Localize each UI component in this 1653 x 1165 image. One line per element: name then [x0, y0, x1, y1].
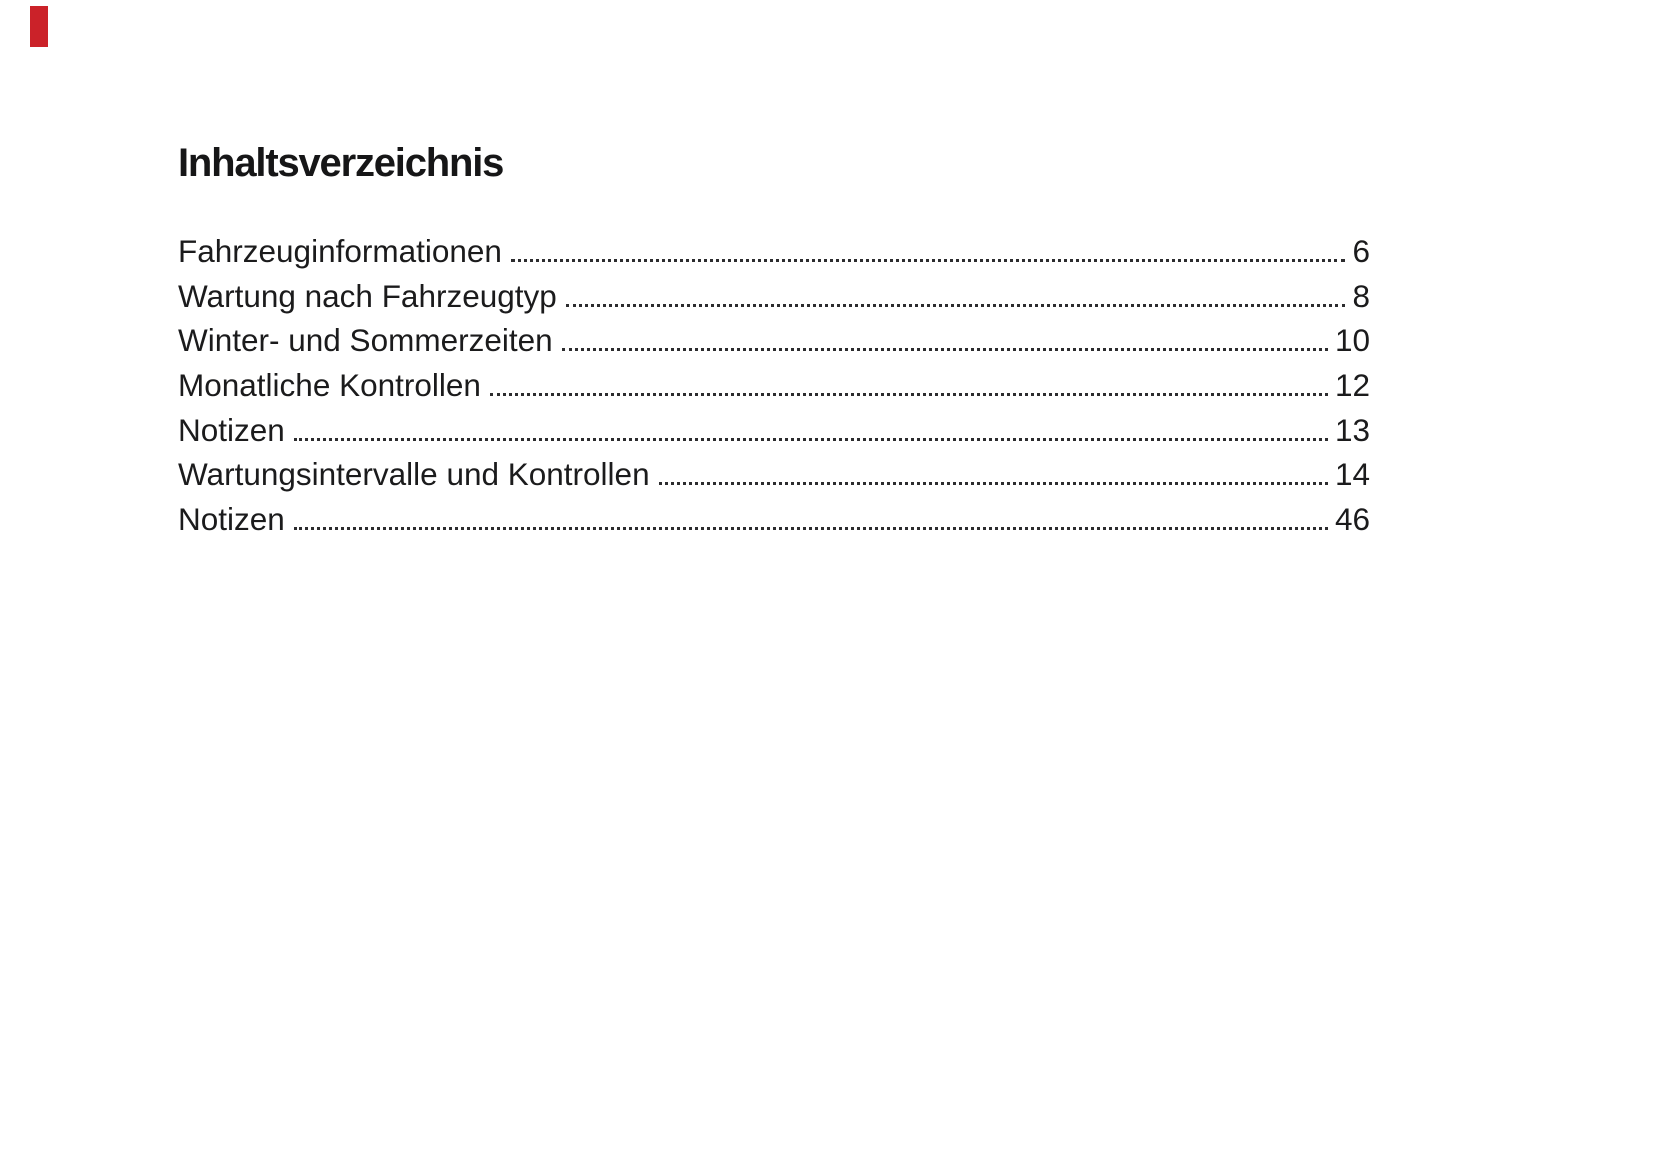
toc-entry-label: Winter- und Sommerzeiten	[178, 322, 553, 359]
toc-entry: Winter- und Sommerzeiten 10	[178, 318, 1370, 363]
toc-entry: Wartungsintervalle und Kontrollen 14	[178, 452, 1370, 497]
toc-entry: Monatliche Kontrollen 12	[178, 363, 1370, 408]
toc-entry-label: Wartungsintervalle und Kontrollen	[178, 456, 650, 493]
toc-entry-label: Fahrzeuginformationen	[178, 233, 502, 269]
toc-entry: Fahrzeuginformationen 6	[178, 229, 1370, 274]
toc-dot-leader	[293, 497, 1328, 531]
toc-entry-page-number: 8	[1352, 277, 1370, 314]
toc-dot-leader	[510, 229, 1346, 262]
red-corner-tab	[30, 6, 48, 47]
toc-entry-page-number: 14	[1334, 456, 1370, 493]
page-title: Inhaltsverzeichnis	[178, 141, 504, 185]
toc-entry-page-number: 6	[1352, 233, 1370, 269]
toc-dot-leader	[489, 363, 1328, 397]
toc-dot-leader	[565, 274, 1346, 307]
toc-entry-label: Wartung nach Fahrzeugtyp	[178, 277, 557, 314]
toc-entry-page-number: 10	[1334, 322, 1370, 359]
toc-entry-page-number: 13	[1334, 411, 1370, 448]
toc-dot-leader	[658, 452, 1328, 486]
toc-dot-leader	[293, 408, 1328, 441]
toc-entry: Notizen 46	[178, 497, 1370, 542]
toc-entry-label: Notizen	[178, 501, 285, 538]
toc-entry-label: Notizen	[178, 411, 285, 448]
toc-entry-page-number: 12	[1334, 367, 1370, 404]
toc-entry: Notizen 13	[178, 408, 1370, 453]
toc-entry-label: Monatliche Kontrollen	[178, 367, 481, 404]
toc-entry: Wartung nach Fahrzeugtyp 8	[178, 274, 1370, 319]
toc-entry-page-number: 46	[1334, 501, 1370, 538]
toc-list: Fahrzeuginformationen 6 Wartung nach Fah…	[178, 229, 1370, 542]
toc-dot-leader	[561, 318, 1328, 352]
